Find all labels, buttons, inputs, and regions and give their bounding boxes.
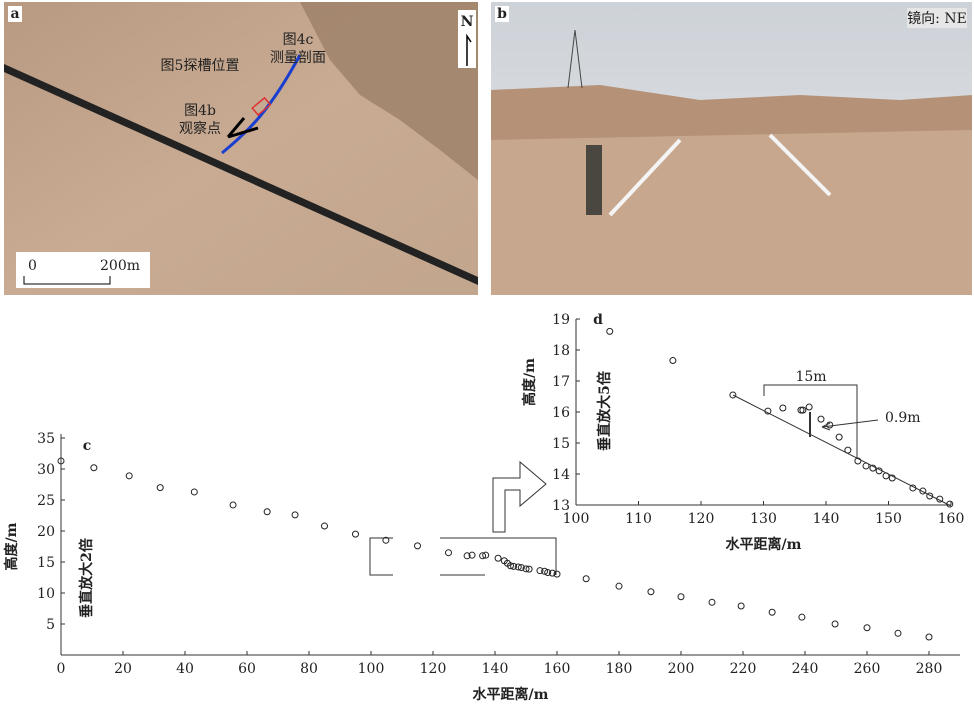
x-tick-label: 80 <box>300 661 318 677</box>
y-tick-label: 14 <box>552 467 570 483</box>
point <box>191 489 197 495</box>
x-tick-label: 150 <box>875 511 902 527</box>
view-label: 镜向: NE <box>907 11 967 27</box>
scale-label: 200m <box>100 258 140 274</box>
point <box>230 502 236 508</box>
x-tick-label: 100 <box>358 661 385 677</box>
x-tick-label: 120 <box>420 661 447 677</box>
scale-label: 0 <box>28 258 37 274</box>
annotation: 观察点 <box>179 120 221 137</box>
panel-label: a <box>10 6 19 22</box>
point <box>818 416 824 422</box>
point <box>446 550 452 556</box>
y-tick-label: 18 <box>552 343 570 359</box>
point <box>738 603 744 609</box>
x-tick-label: 130 <box>750 511 777 527</box>
offset-label: 0.9m <box>885 410 921 426</box>
annotation: 图4c <box>283 32 314 48</box>
annotation: 图5探槽位置 <box>161 58 240 74</box>
point <box>91 465 97 471</box>
panel-a <box>4 2 478 295</box>
north-label: N <box>461 14 474 30</box>
point <box>670 358 676 364</box>
point <box>926 634 932 640</box>
y-tick-label: 5 <box>46 617 55 633</box>
point <box>832 621 838 627</box>
point <box>678 594 684 600</box>
annotation: 垂直放大2倍 <box>78 538 95 618</box>
point <box>415 543 421 549</box>
point <box>895 630 901 636</box>
x-tick-label: 20 <box>114 661 132 677</box>
y-tick-label: 13 <box>552 498 570 514</box>
x-axis-label: 水平距离/m <box>473 686 549 703</box>
y-axis-label: 高度/m <box>521 358 538 406</box>
panel-b <box>491 2 972 295</box>
point <box>769 609 775 615</box>
point <box>780 405 786 411</box>
point <box>709 599 715 605</box>
x-tick-label: 160 <box>544 661 571 677</box>
point <box>353 531 359 537</box>
point <box>157 485 163 491</box>
annotation: 垂直放大5倍 <box>596 371 613 451</box>
point <box>607 328 613 334</box>
x-tick-label: 140 <box>482 661 509 677</box>
point <box>648 589 654 595</box>
annotation: 测量剖面 <box>270 50 326 66</box>
y-tick-label: 25 <box>37 493 55 509</box>
point <box>799 614 805 620</box>
point <box>292 512 298 518</box>
point <box>126 473 132 479</box>
y-tick-label: 10 <box>37 586 55 602</box>
point <box>864 625 870 631</box>
x-tick-label: 180 <box>606 661 633 677</box>
point <box>495 555 501 561</box>
figure: a N 0 200m 图4c 测量剖面 图5探槽位置 图4b 观察点 b 镜向:… <box>0 0 974 708</box>
offset-arrow <box>822 420 878 430</box>
x-tick-label: 60 <box>238 661 256 677</box>
x-tick-label: 0 <box>57 661 66 677</box>
point <box>806 404 812 410</box>
x-tick-label: 280 <box>916 661 943 677</box>
x-axis-label: 水平距离/m <box>726 536 802 553</box>
x-tick-label: 200 <box>668 661 695 677</box>
y-axis-label: 高度/m <box>3 522 20 570</box>
panel-label: d <box>593 312 603 328</box>
point <box>264 509 270 515</box>
y-tick-label: 17 <box>552 374 570 390</box>
y-tick-label: 30 <box>37 462 55 478</box>
x-tick-label: 40 <box>176 661 194 677</box>
zoom-indicator <box>370 462 556 575</box>
point <box>836 434 842 440</box>
panel-label: b <box>497 6 507 22</box>
point <box>616 583 622 589</box>
x-tick-label: 120 <box>688 511 715 527</box>
x-tick-label: 160 <box>938 511 965 527</box>
y-tick-label: 16 <box>552 405 570 421</box>
y-tick-label: 15 <box>37 555 55 571</box>
x-tick-label: 260 <box>854 661 881 677</box>
point <box>730 392 736 398</box>
annotation: 图4b <box>184 103 216 119</box>
panel-label: c <box>83 438 92 454</box>
x-tick-label: 220 <box>730 661 757 677</box>
span-label: 15m <box>795 369 826 385</box>
point <box>583 576 589 582</box>
y-tick-label: 15 <box>552 436 570 452</box>
x-tick-label: 240 <box>792 661 819 677</box>
y-tick-label: 19 <box>552 312 570 328</box>
point <box>322 523 328 529</box>
y-tick-label: 35 <box>37 431 55 447</box>
y-tick-label: 20 <box>37 524 55 540</box>
x-tick-label: 110 <box>625 511 652 527</box>
x-tick-label: 140 <box>813 511 840 527</box>
